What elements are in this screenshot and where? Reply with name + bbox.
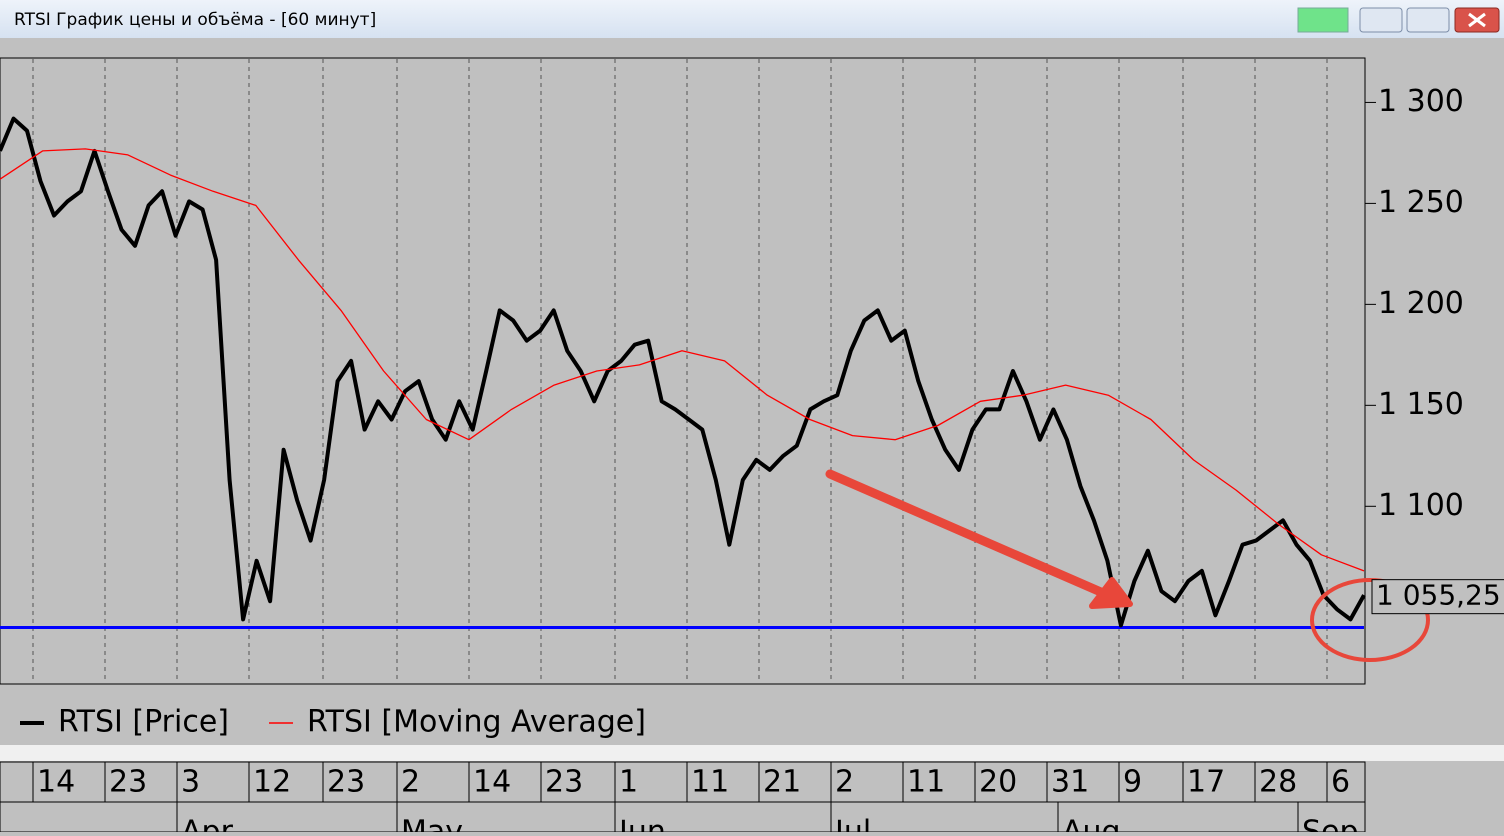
month-label: Aug xyxy=(1062,815,1121,833)
y-tick-label: 1 150 xyxy=(1378,387,1464,422)
annotation-arrow xyxy=(825,469,1115,601)
x-tick-label: 1 xyxy=(619,765,638,800)
annotation-arrowhead xyxy=(1089,577,1133,609)
legend-label: RTSI [Price] xyxy=(58,705,229,740)
month-label: May xyxy=(401,815,463,833)
x-tick-label: 23 xyxy=(545,765,583,800)
price-line xyxy=(0,116,1366,628)
x-tick-label: 3 xyxy=(181,765,200,800)
maximize-button[interactable] xyxy=(1406,7,1450,33)
title-bar xyxy=(0,0,1504,38)
x-tick-label: 23 xyxy=(327,765,365,800)
x-tick-label: 2 xyxy=(835,765,854,800)
x-tick-label: 6 xyxy=(1331,765,1350,800)
x-tick-label: 9 xyxy=(1123,765,1142,800)
price-line xyxy=(0,148,1365,572)
x-tick-label: 20 xyxy=(979,765,1017,800)
annotation-circle xyxy=(1310,578,1430,662)
window-title: RTSI График цены и объёма - [60 минут] xyxy=(14,10,376,30)
y-tick-label: 1 200 xyxy=(1378,286,1464,321)
x-tick-label: 11 xyxy=(691,765,729,800)
x-tick-label: 11 xyxy=(907,765,945,800)
x-tick-label: 12 xyxy=(253,765,291,800)
x-tick-label: 17 xyxy=(1187,765,1225,800)
month-label: Sep xyxy=(1302,815,1359,833)
minimize-button[interactable] xyxy=(1359,7,1403,33)
y-tick-label: 1 250 xyxy=(1378,185,1464,220)
month-label: Jun xyxy=(617,815,666,833)
x-tick-label: 23 xyxy=(109,765,147,800)
separator xyxy=(0,745,1504,761)
x-tick-label: 28 xyxy=(1259,765,1297,800)
month-label: Apr xyxy=(181,815,234,833)
x-tick-label: 2 xyxy=(401,765,420,800)
last-value-box xyxy=(1371,579,1504,615)
x-tick-label: 31 xyxy=(1051,765,1089,800)
y-tick-label: 1 100 xyxy=(1378,488,1464,523)
legend-label: RTSI [Moving Average] xyxy=(307,705,646,740)
plot-frame xyxy=(0,57,1366,685)
close-icon xyxy=(1468,12,1486,28)
y-tick-label: 1 300 xyxy=(1378,84,1464,119)
x-tick-label: 14 xyxy=(37,765,75,800)
last-value-label: 1 055,25 xyxy=(1376,579,1501,612)
link-button[interactable] xyxy=(1297,7,1349,33)
x-tick-label: 14 xyxy=(473,765,511,800)
x-tick-label: 21 xyxy=(763,765,801,800)
month-label: Jul xyxy=(833,815,871,833)
